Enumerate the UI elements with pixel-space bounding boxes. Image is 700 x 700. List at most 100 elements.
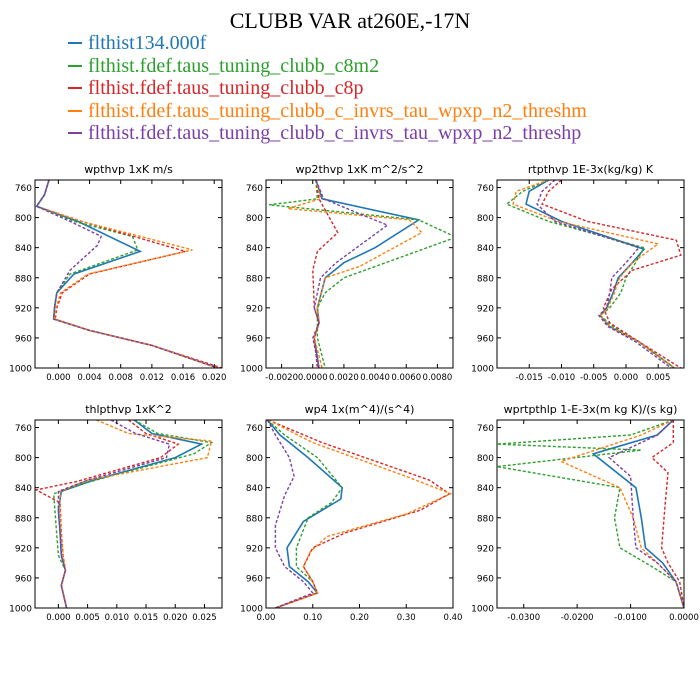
x-tick-label: 0.008: [109, 373, 133, 383]
x-tick-label: 0.0000: [669, 613, 699, 623]
series-line: [35, 180, 219, 368]
series-line: [536, 180, 672, 368]
x-tick-label: 0.000: [46, 613, 70, 623]
y-tick-label: 840: [15, 244, 32, 254]
series-line: [266, 420, 314, 608]
plot-frame: [265, 179, 454, 369]
x-tick-label: 0.0020: [329, 373, 359, 383]
y-tick-label: 840: [246, 484, 263, 494]
y-tick-label: 880: [477, 274, 494, 284]
y-tick-label: 760: [477, 184, 494, 194]
y-tick-label: 920: [246, 304, 263, 314]
x-tick-label: 0.10: [303, 613, 322, 623]
y-tick-label: 760: [477, 424, 494, 434]
y-tick-label: 1000: [240, 605, 263, 615]
series-line: [497, 420, 684, 608]
y-tick-label: 920: [477, 544, 494, 554]
x-tick-label: -0.015: [516, 373, 543, 383]
y-tick-label: 880: [15, 514, 32, 524]
chart-title: wp2thvp 1xK m^2/s^2: [295, 163, 423, 176]
x-tick-label: 0.010: [105, 613, 129, 623]
x-tick-label: 0.015: [134, 613, 158, 623]
series-line: [313, 180, 421, 368]
y-tick-label: 760: [15, 184, 32, 194]
series-line: [267, 420, 453, 608]
x-tick-label: 0.020: [202, 373, 226, 383]
series-line: [541, 180, 682, 368]
series-line: [57, 420, 171, 608]
legend-entry: flthist.fdef.taus_tuning_clubb_c_invrs_t…: [68, 122, 587, 145]
y-tick-label: 760: [246, 184, 263, 194]
y-tick-label: 920: [477, 304, 494, 314]
y-tick-label: 880: [15, 274, 32, 284]
plot-frame: [34, 419, 223, 609]
chart-title: thlpthvp 1xK^2: [85, 403, 172, 416]
legend-entry: flthist.fdef.taus_tuning_clubb_c8p: [68, 77, 587, 100]
chart-title: rtpthvp 1E-3x(kg/kg) K: [528, 163, 654, 176]
series-group: [497, 420, 684, 608]
y-tick-label: 840: [15, 484, 32, 494]
x-tick-label: 0.000: [46, 373, 70, 383]
series-group: [269, 180, 453, 368]
y-tick-label: 880: [246, 514, 263, 524]
y-tick-label: 1000: [240, 365, 263, 375]
y-tick-label: 960: [246, 574, 263, 584]
legend-label: flthist.fdef.taus_tuning_clubb_c_invrs_t…: [88, 122, 582, 145]
series-line: [268, 420, 451, 608]
x-tick-label: 0.30: [397, 613, 416, 623]
y-tick-label: 800: [477, 214, 494, 224]
legend-line-icon: [68, 109, 82, 112]
chart-title: wprtpthlp 1-E-3x(m kg K)/(s kg): [504, 403, 678, 416]
x-tick-label: -0.0100: [614, 613, 647, 623]
x-tick-label: 0.0000: [298, 373, 328, 383]
plot-frame: [496, 419, 685, 609]
series-line: [312, 180, 389, 368]
x-tick-label: 0.012: [140, 373, 164, 383]
chart-panel: wp4 1x(m^4)/(s^4)76080084088092096010000…: [240, 403, 462, 623]
y-tick-label: 920: [15, 544, 32, 554]
y-tick-label: 840: [246, 244, 263, 254]
series-group: [35, 420, 214, 608]
series-line: [512, 180, 675, 368]
x-tick-label: 0.016: [171, 373, 195, 383]
x-tick-label: 0.004: [77, 373, 101, 383]
legend-entry: flthist.fdef.taus_tuning_clubb_c_invrs_t…: [68, 100, 587, 123]
series-group: [266, 420, 453, 608]
chart-panel: wprtpthlp 1-E-3x(m kg K)/(s kg) 760 800 840…: [471, 403, 699, 623]
x-tick-label: 0.0060: [391, 373, 421, 383]
x-tick-label: 0.020: [163, 613, 187, 623]
series-line: [59, 420, 213, 608]
chart-panel: rtpthvp 1E-3x(kg/kg) K 760 800 840 880 920 960…: [471, 163, 685, 383]
y-tick-label: 880: [477, 514, 494, 524]
y-tick-label: 840: [477, 244, 494, 254]
y-tick-label: 960: [15, 334, 32, 344]
x-tick-label: 0.005: [75, 613, 99, 623]
x-tick-label: -0.0200: [561, 613, 594, 623]
series-group: [35, 180, 222, 368]
x-tick-label: 0.0080: [423, 373, 453, 383]
legend-label: flthist.fdef.taus_tuning_clubb_c8m2: [88, 54, 380, 77]
series-line: [591, 420, 684, 608]
y-tick-label: 920: [246, 544, 263, 554]
plot-frame: [496, 179, 685, 369]
series-line: [505, 180, 675, 368]
plot-frame: [265, 419, 454, 609]
x-tick-label: -0.0300: [507, 613, 540, 623]
y-tick-label: 960: [15, 574, 32, 584]
legend-label: flthist.fdef.taus_tuning_clubb_c_invrs_t…: [88, 99, 587, 122]
chart-title: wpthvp 1xK m/s: [84, 163, 173, 176]
legend: flthist134.000f flthist.fdef.taus_tuning_…: [68, 32, 587, 145]
y-tick-label: 960: [477, 334, 494, 344]
chart-panel: thlpthvp 1xK^2 760 800 840 880 920 960 1000 0.00…: [9, 403, 223, 623]
x-tick-label: 0.20: [350, 613, 369, 623]
figure-title: CLUBB VAR at260E,-17N: [229, 8, 471, 33]
x-tick-label: -0.010: [548, 373, 575, 383]
x-tick-label: 0.025: [192, 613, 216, 623]
y-tick-label: 1000: [9, 365, 32, 375]
chart-panel: wp2thvp 1xK m^2/s^2 760 800 840 880 920 960 100…: [240, 163, 454, 383]
x-tick-label: -0.005: [580, 373, 607, 383]
series-line: [52, 420, 214, 608]
plot-frame: [34, 179, 223, 369]
y-tick-label: 1000: [471, 605, 494, 615]
